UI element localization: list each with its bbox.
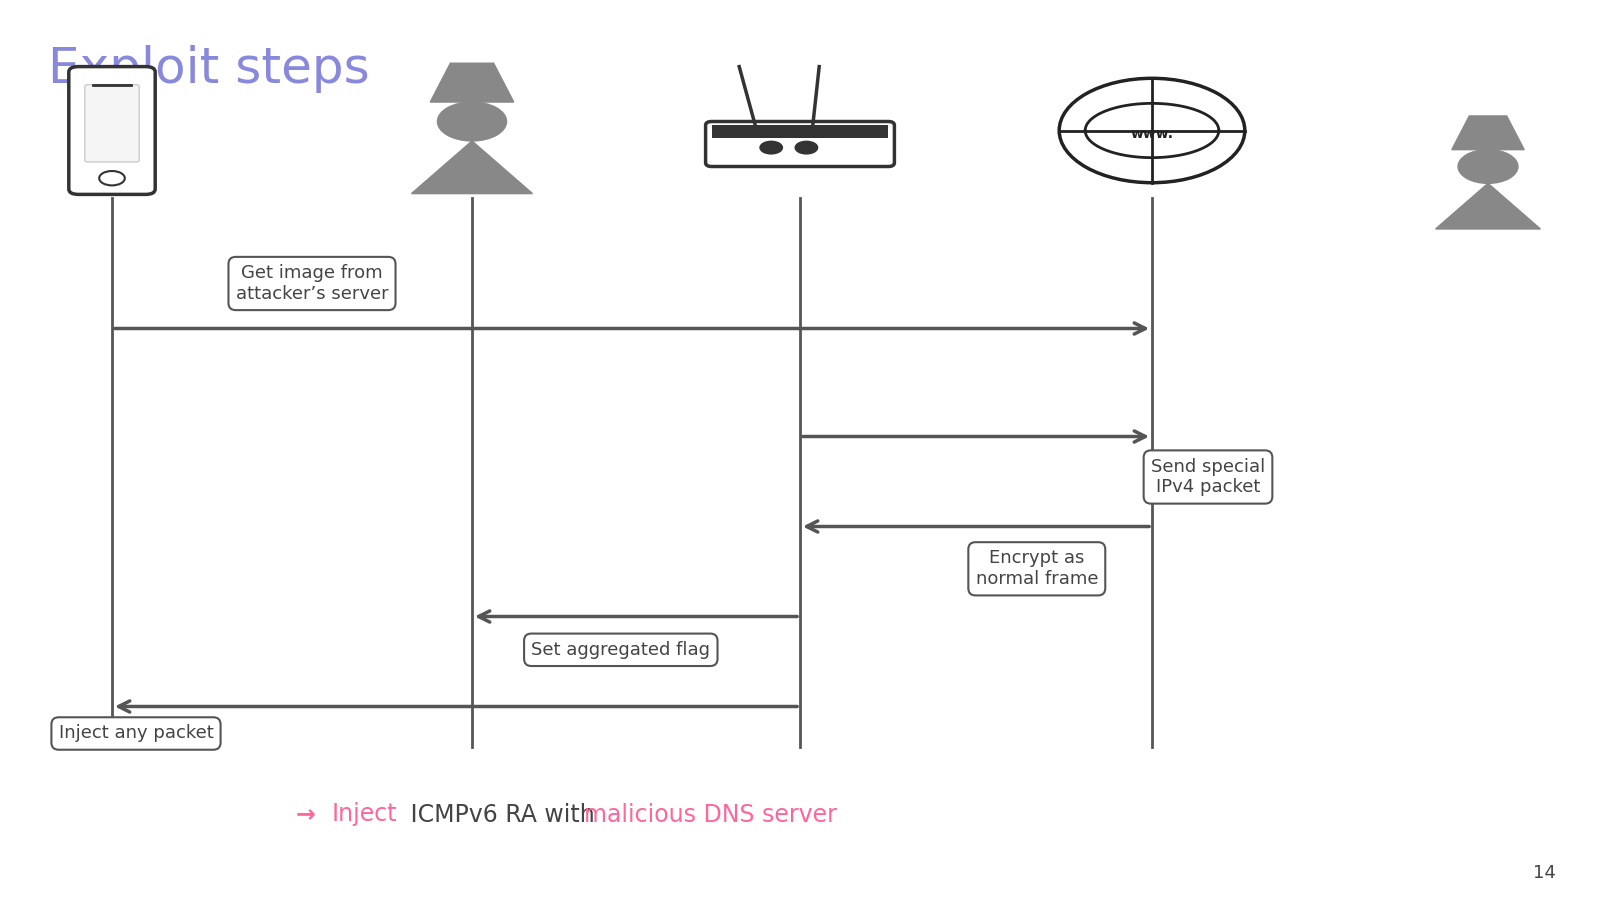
- Text: Inject any packet: Inject any packet: [59, 724, 213, 742]
- Text: Set aggregated flag: Set aggregated flag: [531, 641, 710, 659]
- Text: malicious DNS server: malicious DNS server: [584, 803, 837, 826]
- Text: Encrypt as
normal frame: Encrypt as normal frame: [976, 549, 1098, 589]
- Text: Send special
IPv4 packet: Send special IPv4 packet: [1150, 457, 1266, 497]
- Text: www.: www.: [1131, 127, 1173, 141]
- Polygon shape: [430, 63, 514, 102]
- Text: ICMPv6 RA with: ICMPv6 RA with: [403, 803, 603, 826]
- Circle shape: [795, 141, 818, 154]
- Text: Get image from
attacker’s server: Get image from attacker’s server: [235, 264, 389, 303]
- Text: 14: 14: [1533, 864, 1555, 882]
- Circle shape: [437, 102, 507, 141]
- Text: Exploit steps: Exploit steps: [48, 45, 370, 93]
- Polygon shape: [1451, 116, 1525, 149]
- FancyBboxPatch shape: [712, 125, 888, 138]
- Circle shape: [760, 141, 782, 154]
- Polygon shape: [411, 141, 533, 194]
- Text: Inject: Inject: [331, 803, 397, 826]
- Circle shape: [1458, 149, 1518, 184]
- FancyBboxPatch shape: [85, 85, 139, 162]
- FancyBboxPatch shape: [69, 67, 155, 194]
- FancyBboxPatch shape: [706, 122, 894, 166]
- Polygon shape: [1435, 184, 1541, 229]
- Text: →: →: [296, 803, 323, 826]
